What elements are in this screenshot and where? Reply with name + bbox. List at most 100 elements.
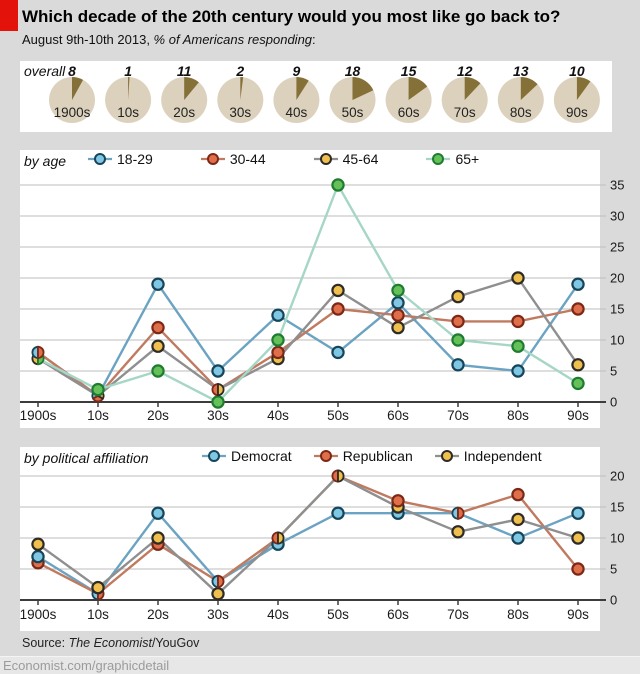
marker-18-29 — [211, 364, 225, 378]
pie-decade-label: 20s — [173, 105, 195, 120]
x-tick-label: 30s — [207, 607, 229, 622]
y-tick-label: 20 — [610, 271, 624, 286]
subtitle-respondents: % of Americans responding — [153, 32, 313, 47]
pie-decade-label: 90s — [566, 105, 588, 120]
marker-30-44 — [151, 320, 165, 335]
page-title: Which decade of the 20th century would y… — [22, 7, 561, 26]
legend-marker-dot — [94, 153, 106, 165]
marker-65+ — [271, 333, 285, 347]
y-tick-label: 5 — [610, 562, 617, 577]
legend-item-Democrat: Democrat — [202, 448, 292, 464]
legend-marker-icon — [313, 450, 338, 462]
marker-Republican — [391, 494, 405, 508]
marker-65+ — [511, 339, 525, 353]
marker-65+ — [391, 283, 405, 298]
legend-marker-icon — [88, 153, 112, 165]
y-tick-label: 25 — [610, 240, 624, 255]
legend-marker-icon — [200, 153, 225, 165]
pie-value: 18 — [345, 63, 361, 79]
pie-1900s: 8 1900s — [49, 63, 95, 123]
legend-label: 45-64 — [342, 151, 379, 167]
marker-65+ — [91, 382, 105, 397]
legend-label: 30-44 — [229, 151, 266, 167]
pie-10s: 1 10s — [105, 63, 152, 123]
legend-label: Independent — [463, 448, 542, 464]
marker-Democrat — [151, 506, 165, 520]
marker-Democrat — [31, 549, 45, 564]
pie-decade-label: 80s — [510, 105, 532, 120]
by-political-affiliation-legend: Democrat Republican Independent — [202, 448, 542, 464]
pie-50s: 18 50s — [329, 63, 376, 123]
marker-Democrat — [331, 506, 345, 520]
marker-tied-30-44 — [37, 345, 45, 359]
y-tick-label: 0 — [610, 593, 617, 608]
x-tick-label: 20s — [147, 607, 169, 622]
x-tick-label: 30s — [207, 408, 229, 423]
x-tick-label: 60s — [387, 408, 409, 423]
subtitle-date: August 9th-10th 2013, — [22, 32, 154, 47]
x-tick-label: 80s — [507, 607, 529, 622]
marker-18-29 — [271, 308, 285, 322]
marker-tied-Independent — [337, 469, 345, 483]
marker-30-44 — [331, 302, 345, 316]
marker-tied-45-64 — [217, 383, 225, 397]
pie-20s: 11 20s — [161, 63, 208, 123]
y-tick-label: 0 — [610, 395, 617, 410]
pie-decade-label: 70s — [454, 105, 476, 120]
y-tick-label: 5 — [610, 364, 617, 379]
marker-30-44 — [451, 314, 465, 329]
pie-value: 11 — [177, 63, 192, 79]
pie-wedge — [72, 77, 84, 100]
x-tick-label: 70s — [447, 408, 469, 423]
marker-tied-Republican — [457, 506, 465, 520]
series-line-65+ — [37, 182, 579, 404]
footer-site-link: Economist.com/graphicdetail — [3, 658, 170, 673]
marker-Republican — [571, 562, 585, 576]
by-age-line-chart: 0 5 10 15 20 25 30 35 1900s 10s 20s 30s 40s 50s 60s 70s… — [20, 150, 624, 428]
marker-45-64 — [331, 283, 345, 298]
marker-45-64 — [391, 320, 405, 335]
pie-wedge — [128, 77, 130, 100]
pie-decade-label: 10s — [117, 105, 139, 120]
x-tick-label: 70s — [447, 607, 469, 622]
legend-label: 65+ — [455, 151, 480, 167]
page-subtitle: August 9th-10th 2013, % of Americans res… — [22, 32, 622, 47]
marker-65+ — [151, 364, 165, 378]
legend-marker-dot — [319, 153, 332, 165]
legend-item-18-29: 18-29 — [88, 151, 153, 167]
marker-Independent — [31, 537, 45, 551]
pie-decade-label: 1900s — [54, 105, 91, 120]
marker-tied-Republican — [217, 574, 225, 588]
marker-tied-Independent — [277, 531, 285, 545]
by-political-affiliation-label: by political affiliation — [24, 450, 149, 466]
marker-30-44 — [511, 314, 525, 329]
pie-wedge — [464, 77, 481, 100]
pie-wedge — [296, 77, 309, 100]
marker-30-44 — [271, 345, 285, 360]
marker-65+ — [571, 376, 585, 391]
marker-45-64 — [151, 339, 165, 353]
pie-decade-label: 50s — [342, 105, 364, 120]
legend-label: Democrat — [231, 448, 292, 464]
marker-30-44 — [571, 302, 585, 316]
marker-Independent — [211, 587, 225, 601]
legend-marker-dot — [440, 450, 453, 462]
pie-value: 12 — [457, 63, 473, 79]
marker-Independent — [91, 580, 105, 595]
marker-65+ — [331, 178, 345, 192]
marker-18-29 — [151, 277, 165, 291]
legend-item-30-44: 30-44 — [200, 151, 266, 167]
by-age-legend: 18-29 30-44 45-64 65+ — [88, 151, 479, 167]
legend-marker-dot — [432, 153, 445, 165]
legend-item-Independent: Independent — [434, 448, 542, 464]
marker-45-64 — [571, 358, 585, 372]
marker-65+ — [451, 333, 465, 347]
overall-pie-row-chart: 8 1900s 1 10s 11 20s 2 30s 9 40s 18 50s 15 60s 12 70s 13… — [49, 63, 600, 123]
by-political-affiliation-line-chart: 0 5 10 15 20 1900s 10s 20s 30s 40s 50s 60s 70s 80s 90s — [20, 447, 624, 631]
source-yougov: /YouGov — [151, 636, 200, 650]
pie-wedge — [408, 77, 428, 100]
x-tick-label: 50s — [327, 607, 349, 622]
x-tick-label: 90s — [567, 607, 589, 622]
legend-label: Republican — [342, 448, 413, 464]
